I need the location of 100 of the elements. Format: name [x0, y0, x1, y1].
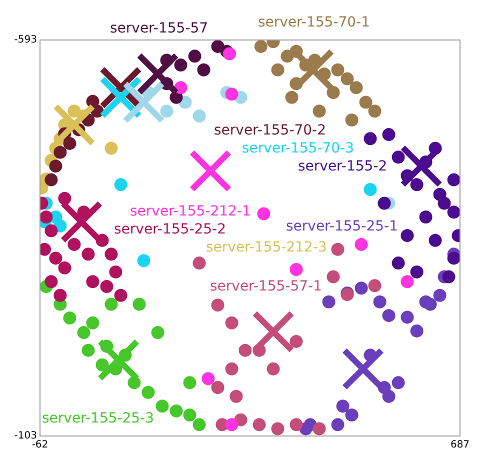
point: [419, 210, 432, 224]
point: [400, 229, 414, 242]
point: [137, 254, 150, 268]
point: [410, 324, 424, 338]
point: [447, 173, 460, 186]
point: [290, 334, 303, 348]
point: [202, 372, 215, 386]
point: [44, 224, 58, 238]
series-label: server-155-2: [298, 158, 388, 175]
point: [104, 298, 118, 311]
point: [290, 418, 303, 432]
point: [225, 88, 238, 101]
series-label: server-155-212-1: [130, 204, 251, 220]
y-tick-label: -103: [14, 430, 37, 442]
point: [54, 146, 67, 159]
point: [271, 63, 284, 76]
point: [132, 298, 146, 311]
point: [77, 326, 90, 340]
point: [86, 275, 100, 288]
point: [392, 256, 405, 270]
point: [392, 150, 405, 164]
point: [197, 63, 210, 76]
point: [174, 58, 188, 72]
point: [58, 192, 72, 205]
point: [68, 238, 81, 251]
text: server-155-212-3: [206, 240, 327, 256]
point: [44, 275, 58, 288]
point: [225, 418, 238, 432]
point: [350, 81, 363, 94]
point: [326, 86, 340, 100]
point: [254, 40, 268, 53]
point: [151, 326, 164, 340]
point: [410, 178, 424, 192]
series-label: server-155-25-3: [42, 410, 154, 427]
point: [40, 210, 53, 224]
point: [345, 114, 358, 127]
point: [223, 47, 236, 60]
series-label: server-155-25-2: [114, 222, 226, 238]
point: [86, 94, 100, 108]
point: [142, 386, 155, 399]
point: [382, 309, 396, 322]
point: [225, 362, 238, 376]
text: server-155-70-2: [214, 122, 326, 139]
y-tick-label: -593: [14, 34, 37, 46]
point: [63, 136, 76, 150]
point: [345, 408, 358, 422]
point: [271, 422, 284, 436]
point: [170, 404, 183, 418]
point: [63, 312, 76, 325]
point: [156, 400, 169, 413]
series-label: server-155-57-1: [210, 278, 322, 295]
point: [192, 418, 206, 432]
point: [447, 206, 460, 219]
x-tick-label: -62: [32, 440, 48, 451]
point: [211, 298, 224, 312]
point: [424, 298, 437, 311]
point: [82, 344, 95, 357]
point: [438, 196, 451, 210]
point: [257, 207, 270, 220]
point: [100, 280, 114, 293]
point: [104, 142, 118, 155]
point: [266, 362, 280, 376]
point: [428, 234, 442, 247]
point: [211, 381, 224, 394]
point: [331, 418, 344, 432]
point: [312, 104, 326, 118]
point: [354, 282, 368, 295]
point: [44, 173, 58, 186]
point: [331, 242, 344, 256]
point: [114, 178, 128, 192]
point: [400, 310, 414, 324]
point: [54, 288, 67, 302]
point: [340, 72, 354, 86]
point: [382, 128, 396, 142]
point: [86, 316, 100, 330]
point: [382, 390, 396, 403]
point: [68, 104, 81, 118]
series-label: server-155-57: [110, 20, 208, 37]
point: [49, 252, 62, 265]
point: [378, 196, 391, 210]
x-tick-label: 687: [450, 440, 470, 451]
point: [192, 109, 206, 122]
point: [312, 422, 326, 436]
point: [368, 104, 382, 118]
series-label: server-155-70-1: [258, 14, 370, 31]
point: [359, 96, 372, 109]
point: [238, 344, 252, 357]
point: [290, 263, 303, 276]
point: [82, 248, 95, 261]
point: [336, 400, 350, 413]
point: [364, 132, 377, 146]
point: [326, 270, 340, 284]
point: [368, 279, 382, 292]
point: [109, 265, 122, 278]
point: [447, 252, 460, 265]
point: [183, 376, 196, 390]
point: [433, 288, 446, 302]
point: [104, 248, 118, 261]
point: [331, 63, 344, 76]
point: [192, 256, 206, 270]
